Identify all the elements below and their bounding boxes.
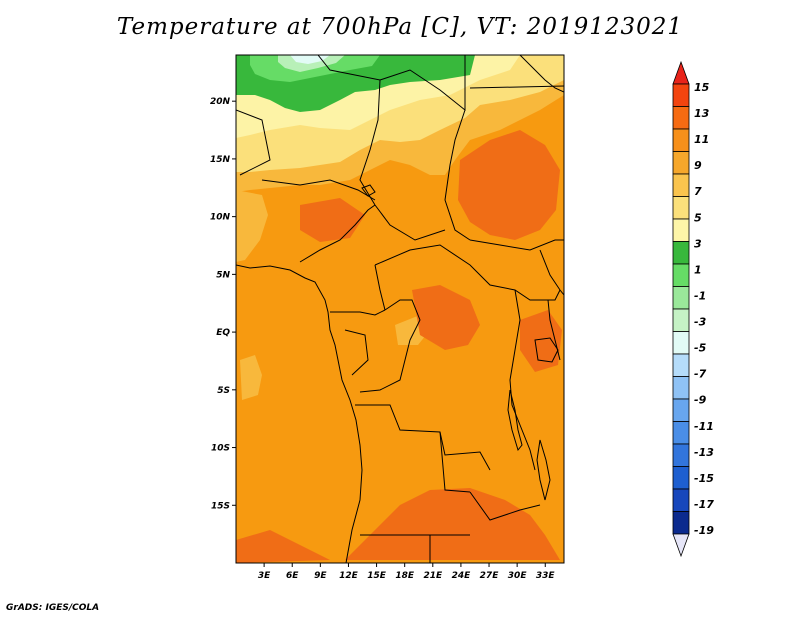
border-libya-chad bbox=[317, 55, 466, 112]
lat-tick-label: 15S bbox=[211, 501, 230, 511]
border-gabon-congo bbox=[344, 329, 369, 376]
colorbar-label: 7 bbox=[694, 185, 702, 198]
colorbar-segment bbox=[672, 263, 690, 287]
lat-tick-label: EQ bbox=[216, 328, 230, 338]
lat-tick-label: 10S bbox=[211, 444, 230, 454]
colorbar-segment bbox=[672, 421, 690, 445]
lon-tick-label: 33E bbox=[536, 571, 556, 581]
border-egypt-sudan bbox=[469, 85, 564, 89]
field-dark-orange-angola bbox=[345, 488, 560, 560]
lon-tick-label: 3E bbox=[258, 571, 271, 581]
colorbar-segment bbox=[672, 353, 690, 377]
colorbar-label: 15 bbox=[694, 81, 710, 94]
border-congo-drc bbox=[359, 299, 421, 393]
lon-tick-label: 30E bbox=[508, 571, 528, 581]
colorbar-bottom-arrow bbox=[672, 533, 690, 558]
colorbar-label: 1 bbox=[694, 263, 702, 276]
colorbar-top-arrow bbox=[672, 60, 690, 85]
lon-tick-label: 15E bbox=[367, 571, 387, 581]
red-sea-coast bbox=[519, 55, 564, 93]
colorbar-segment bbox=[672, 376, 690, 400]
colorbar-segment bbox=[672, 83, 690, 107]
colorbar-label: -13 bbox=[694, 446, 714, 459]
colorbar-label: 5 bbox=[694, 211, 702, 224]
colorbar-segment bbox=[672, 196, 690, 220]
colorbar-segment bbox=[672, 308, 690, 332]
colorbar-label: -7 bbox=[694, 368, 707, 381]
field-light-orange-atlantic bbox=[240, 355, 262, 400]
lon-tick-label: 12E bbox=[339, 571, 359, 581]
lon-tick-label: 18E bbox=[395, 571, 415, 581]
colorbar-segment bbox=[672, 511, 690, 535]
lon-tick-label: 27E bbox=[480, 571, 500, 581]
lake-tanganyika bbox=[507, 389, 523, 452]
border-niger-nigeria bbox=[261, 179, 376, 201]
lake-malawi bbox=[536, 439, 551, 501]
border-cameroon-gabon bbox=[330, 309, 386, 316]
border-car-drc bbox=[374, 244, 561, 301]
colorbar-segment bbox=[672, 286, 690, 310]
colorbar-segment bbox=[672, 106, 690, 130]
colorbar-label: 3 bbox=[694, 237, 702, 250]
border-sudan-south-sudan bbox=[469, 239, 564, 251]
lon-tick-label: 9E bbox=[314, 571, 327, 581]
lat-tick-label: 5S bbox=[217, 386, 230, 396]
longitude-axis: 3E 6E 9E 12E 15E 18E 21E 24E 27E 30E 33E bbox=[258, 563, 556, 581]
lake-chad bbox=[361, 184, 376, 197]
colorbar-segment bbox=[672, 218, 690, 242]
lat-tick-label: 10N bbox=[210, 213, 231, 223]
border-zambia-south bbox=[469, 491, 541, 521]
colorbar-label: -1 bbox=[694, 289, 706, 302]
border-angola-zambia bbox=[439, 431, 471, 493]
lat-tick-label: 20N bbox=[210, 97, 231, 107]
colorbar-segment bbox=[672, 488, 690, 512]
colorbar-label: -3 bbox=[694, 316, 707, 329]
colorbar-label: -19 bbox=[694, 524, 714, 537]
colorbar-segment bbox=[672, 128, 690, 152]
colorbar-label: 13 bbox=[694, 107, 710, 120]
border-cameroon-car bbox=[374, 264, 386, 311]
coastline-west-africa bbox=[236, 264, 363, 563]
colorbar-label: -5 bbox=[694, 342, 707, 355]
border-south-sudan-ethiopia bbox=[539, 249, 564, 296]
colorbar: 15 13 11 9 7 5 3 1 -1 -3 -5 -7 -9 -11 -13 -15 -17 -19 bbox=[672, 60, 714, 558]
colorbar-segment bbox=[672, 466, 690, 490]
field-dark-orange-congo bbox=[412, 285, 480, 350]
border-chad-car bbox=[374, 204, 446, 241]
colorbar-segment bbox=[672, 151, 690, 175]
lon-tick-label: 6E bbox=[286, 571, 299, 581]
colorbar-label: -17 bbox=[694, 498, 714, 511]
colorbar-label: -11 bbox=[694, 420, 714, 433]
border-mali-niger bbox=[236, 109, 271, 176]
border-niger-chad bbox=[359, 79, 381, 206]
lat-tick-label: 5N bbox=[216, 270, 230, 280]
field-light-orange-west bbox=[236, 190, 268, 262]
lat-tick-label: 15N bbox=[210, 155, 231, 165]
border-nigeria-cameroon bbox=[299, 204, 376, 263]
latitude-axis: 20N 15N 10N 5N EQ 5S 10S 15S bbox=[210, 97, 236, 511]
map-frame bbox=[235, 54, 565, 564]
lake-victoria bbox=[534, 337, 559, 363]
temperature-field bbox=[236, 55, 564, 563]
colorbar-segment bbox=[672, 398, 690, 422]
colorbar-segment bbox=[672, 331, 690, 355]
lon-tick-label: 24E bbox=[452, 571, 472, 581]
field-dark-orange-namibia bbox=[236, 530, 330, 563]
colorbar-label: -9 bbox=[694, 394, 707, 407]
lon-tick-label: 21E bbox=[423, 571, 443, 581]
grads-credit: GrADS: IGES/COLA bbox=[6, 603, 100, 613]
map-title: Temperature at 700hPa [C], VT: 201912302… bbox=[116, 14, 684, 40]
colorbar-label: 9 bbox=[694, 159, 702, 172]
colorbar-segment bbox=[672, 173, 690, 197]
field-dark-orange-sudan bbox=[458, 130, 560, 240]
country-borders bbox=[236, 55, 564, 563]
colorbar-segment bbox=[672, 443, 690, 467]
colorbar-segment bbox=[672, 241, 690, 265]
colorbar-label: -15 bbox=[694, 472, 714, 485]
border-chad-sudan bbox=[444, 109, 471, 241]
colorbar-label: 11 bbox=[694, 133, 709, 146]
